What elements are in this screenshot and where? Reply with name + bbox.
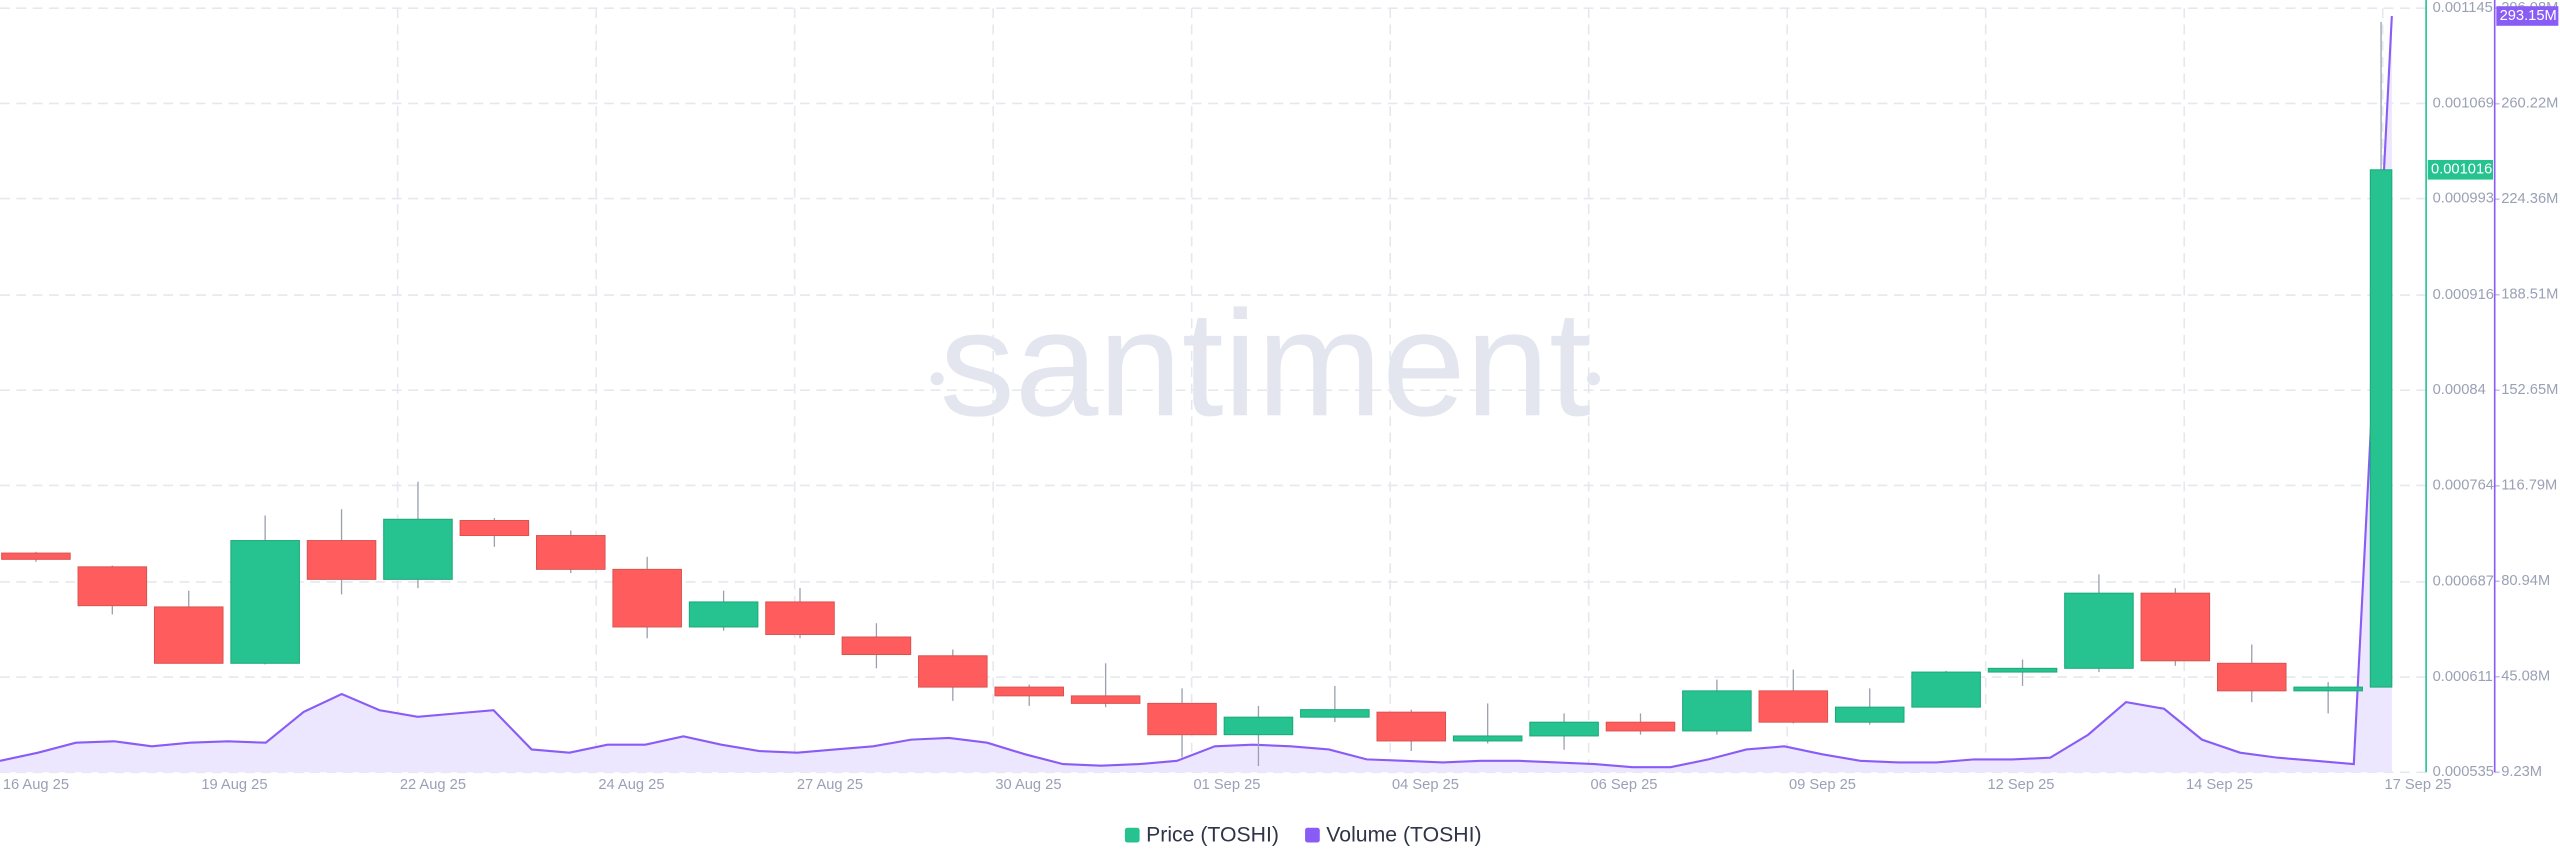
y2-tick-label: 152.65M	[2501, 382, 2558, 398]
candle-body	[1758, 690, 1829, 723]
x-tick-label: 06 Sep 25	[1590, 777, 1657, 793]
x-tick-label: 16 Aug 25	[3, 777, 69, 793]
x-tick-label: 19 Aug 25	[201, 777, 267, 793]
candle-body	[688, 601, 759, 628]
x-tick-label: 14 Sep 25	[2186, 777, 2253, 793]
y2-tick-label: 260.22M	[2501, 96, 2558, 112]
candle-body	[2216, 662, 2287, 692]
volume-last-label: 293.15M	[2500, 8, 2557, 24]
y-tick-label: 0.000993	[2433, 190, 2494, 206]
candle-body	[1147, 702, 1217, 736]
x-tick-label: 22 Aug 25	[400, 777, 466, 793]
watermark-dot	[930, 372, 944, 386]
watermark: santiment	[940, 279, 1591, 447]
candle-body	[1605, 721, 1676, 732]
candle-body	[1682, 690, 1752, 732]
price-last-box	[2427, 159, 2494, 180]
y2-tick-label: 45.08M	[2501, 669, 2550, 685]
y-tick-label: 0.00084	[2433, 382, 2486, 398]
candle-body	[1223, 716, 1294, 736]
x-tick-label: 17 Sep 25	[2384, 777, 2451, 793]
candle-body	[2140, 592, 2211, 662]
candle-body	[841, 636, 912, 656]
y-tick-label: 0.001069	[2433, 95, 2494, 111]
watermark-dot	[1586, 372, 1600, 386]
x-tick-label: 01 Sep 25	[1193, 777, 1260, 793]
y2-tick-label: 188.51M	[2501, 287, 2558, 303]
candle-body	[918, 655, 988, 688]
x-tick-label: 12 Sep 25	[1987, 777, 2054, 793]
candle-body	[459, 520, 530, 537]
candle-body	[1987, 667, 2058, 673]
y-tick-label: 0.000916	[2433, 287, 2494, 303]
y2-tick-label: 9.23M	[2501, 764, 2542, 780]
legend: Price (TOSHI) Volume (TOSHI)	[1124, 824, 1482, 847]
candle-body	[1, 552, 71, 560]
candle-body	[1834, 706, 1905, 723]
candle-body	[1529, 721, 1599, 737]
volume-layer	[0, 15, 2393, 773]
legend-label: Price (TOSHI)	[1146, 824, 1279, 847]
x-tick-label: 30 Aug 25	[995, 777, 1061, 793]
volume-line	[0, 15, 2393, 769]
candle-body	[1911, 671, 1981, 708]
candle-body	[153, 606, 224, 664]
candle-body	[536, 535, 606, 570]
price-last-label: 0.001016	[2431, 162, 2492, 178]
candle-body	[2064, 592, 2134, 669]
y-tick-label: 0.000764	[2433, 477, 2494, 493]
legend-swatch	[1305, 827, 1320, 843]
x-tick-label: 04 Sep 25	[1392, 777, 1459, 793]
candle-body	[1452, 735, 1523, 742]
y2-tick-label: 116.79M	[2501, 478, 2557, 494]
volume-last-box	[2496, 6, 2559, 26]
candle-body	[2369, 169, 2393, 688]
axes: 0.000535 0.000611 0.000687 0.000764 0.00084 0…	[3, 0, 2559, 793]
legend-label: Volume (TOSHI)	[1326, 824, 1481, 847]
x-tick-label: 27 Aug 25	[797, 777, 863, 793]
y-tick-label: 0.000687	[2433, 574, 2494, 590]
y2-tick-label: 80.94M	[2501, 573, 2550, 589]
candle-body	[1376, 711, 1447, 742]
candle-body	[383, 518, 453, 580]
candle-body	[994, 686, 1065, 697]
candle-body	[612, 568, 682, 628]
y-tick-label: 0.000535	[2433, 764, 2494, 780]
y2-tick-label: 224.36M	[2501, 191, 2558, 207]
candle-body	[77, 566, 148, 607]
candle-body	[2293, 686, 2363, 692]
y-tick-label: 0.001145	[2433, 0, 2493, 16]
legend-swatch	[1124, 827, 1140, 843]
candle-body	[765, 601, 835, 635]
x-tick-label: 24 Aug 25	[598, 777, 664, 793]
candle-body	[306, 540, 377, 580]
y-tick-label: 0.000611	[2433, 669, 2493, 685]
x-tick-label: 09 Sep 25	[1789, 777, 1856, 793]
candle-layer	[1, 21, 2393, 767]
candle-body	[1300, 709, 1370, 718]
candle-body	[1070, 695, 1141, 704]
candle-body	[230, 540, 300, 664]
